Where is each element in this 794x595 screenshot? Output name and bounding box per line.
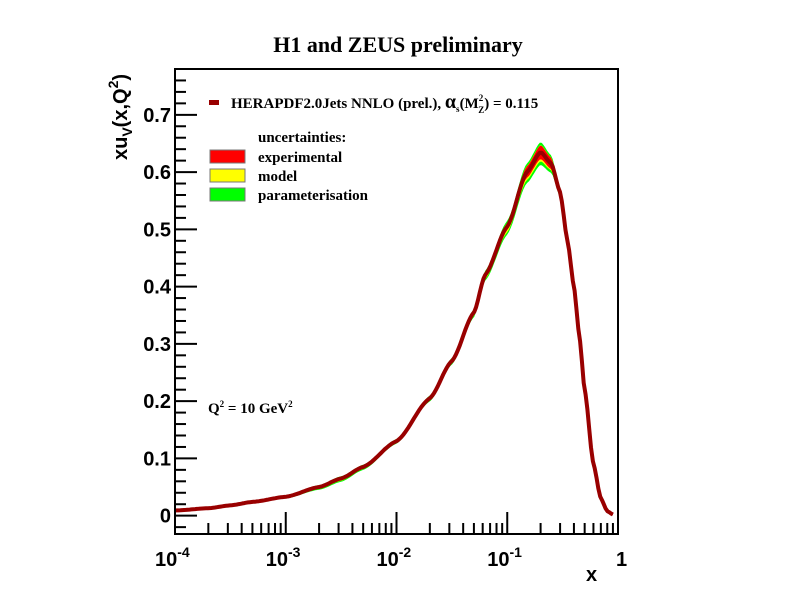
legend-central-swatch: [209, 100, 219, 105]
chart-title: H1 and ZEUS preliminary: [273, 32, 523, 57]
x-tick-label: 1: [616, 549, 627, 571]
x-tick-label: 10-1: [487, 544, 522, 571]
x-tick-label: 10-3: [266, 544, 301, 571]
legend-label-experimental: experimental: [258, 150, 342, 166]
legend-central-label: HERAPDF2.0Jets NNLO (prel.), αs(M2 Z) = 0…: [231, 91, 538, 115]
legend-swatch-experimental: [209, 149, 246, 164]
x-axis-label: x: [586, 564, 597, 586]
model-band: [175, 145, 613, 515]
x-axis-tick-labels: 10-4 10-3 10-2 10-1 1: [155, 544, 627, 571]
legend-label-model: model: [258, 169, 297, 185]
y-tick-label: 0.4: [143, 277, 172, 299]
y-tick-label: 0.1: [143, 448, 171, 470]
q2-annotation: Q2 = 10 GeV2: [208, 399, 293, 417]
y-tick-label: 0.2: [143, 391, 171, 413]
legend: HERAPDF2.0Jets NNLO (prel.), αs(M2 Z) = 0…: [209, 91, 538, 204]
central-curve: [174, 150, 614, 517]
y-tick-label: 0: [160, 506, 171, 528]
y-tick-label: 0.3: [143, 334, 171, 356]
legend-label-parameterisation: parameterisation: [258, 188, 369, 204]
y-axis-ticks: [175, 79, 197, 529]
x-axis-ticks: [207, 512, 614, 534]
x-tick-label: 10-2: [377, 544, 412, 571]
central-curve-group: [174, 150, 614, 517]
y-tick-label: 0.6: [143, 162, 171, 184]
y-axis-label: xuV(x,Q2): [105, 74, 135, 160]
plot-frame: [174, 68, 619, 535]
legend-uncertainties-header: uncertainties:: [258, 130, 346, 146]
y-tick-label: 0.7: [143, 105, 171, 127]
legend-swatch-parameterisation: [209, 187, 246, 202]
legend-swatch-model: [209, 168, 246, 183]
x-tick-label: 10-4: [155, 544, 190, 571]
y-tick-label: 0.5: [143, 219, 171, 241]
y-axis-tick-labels: 0 0.1 0.2 0.3 0.4 0.5 0.6 0.7: [143, 105, 172, 528]
